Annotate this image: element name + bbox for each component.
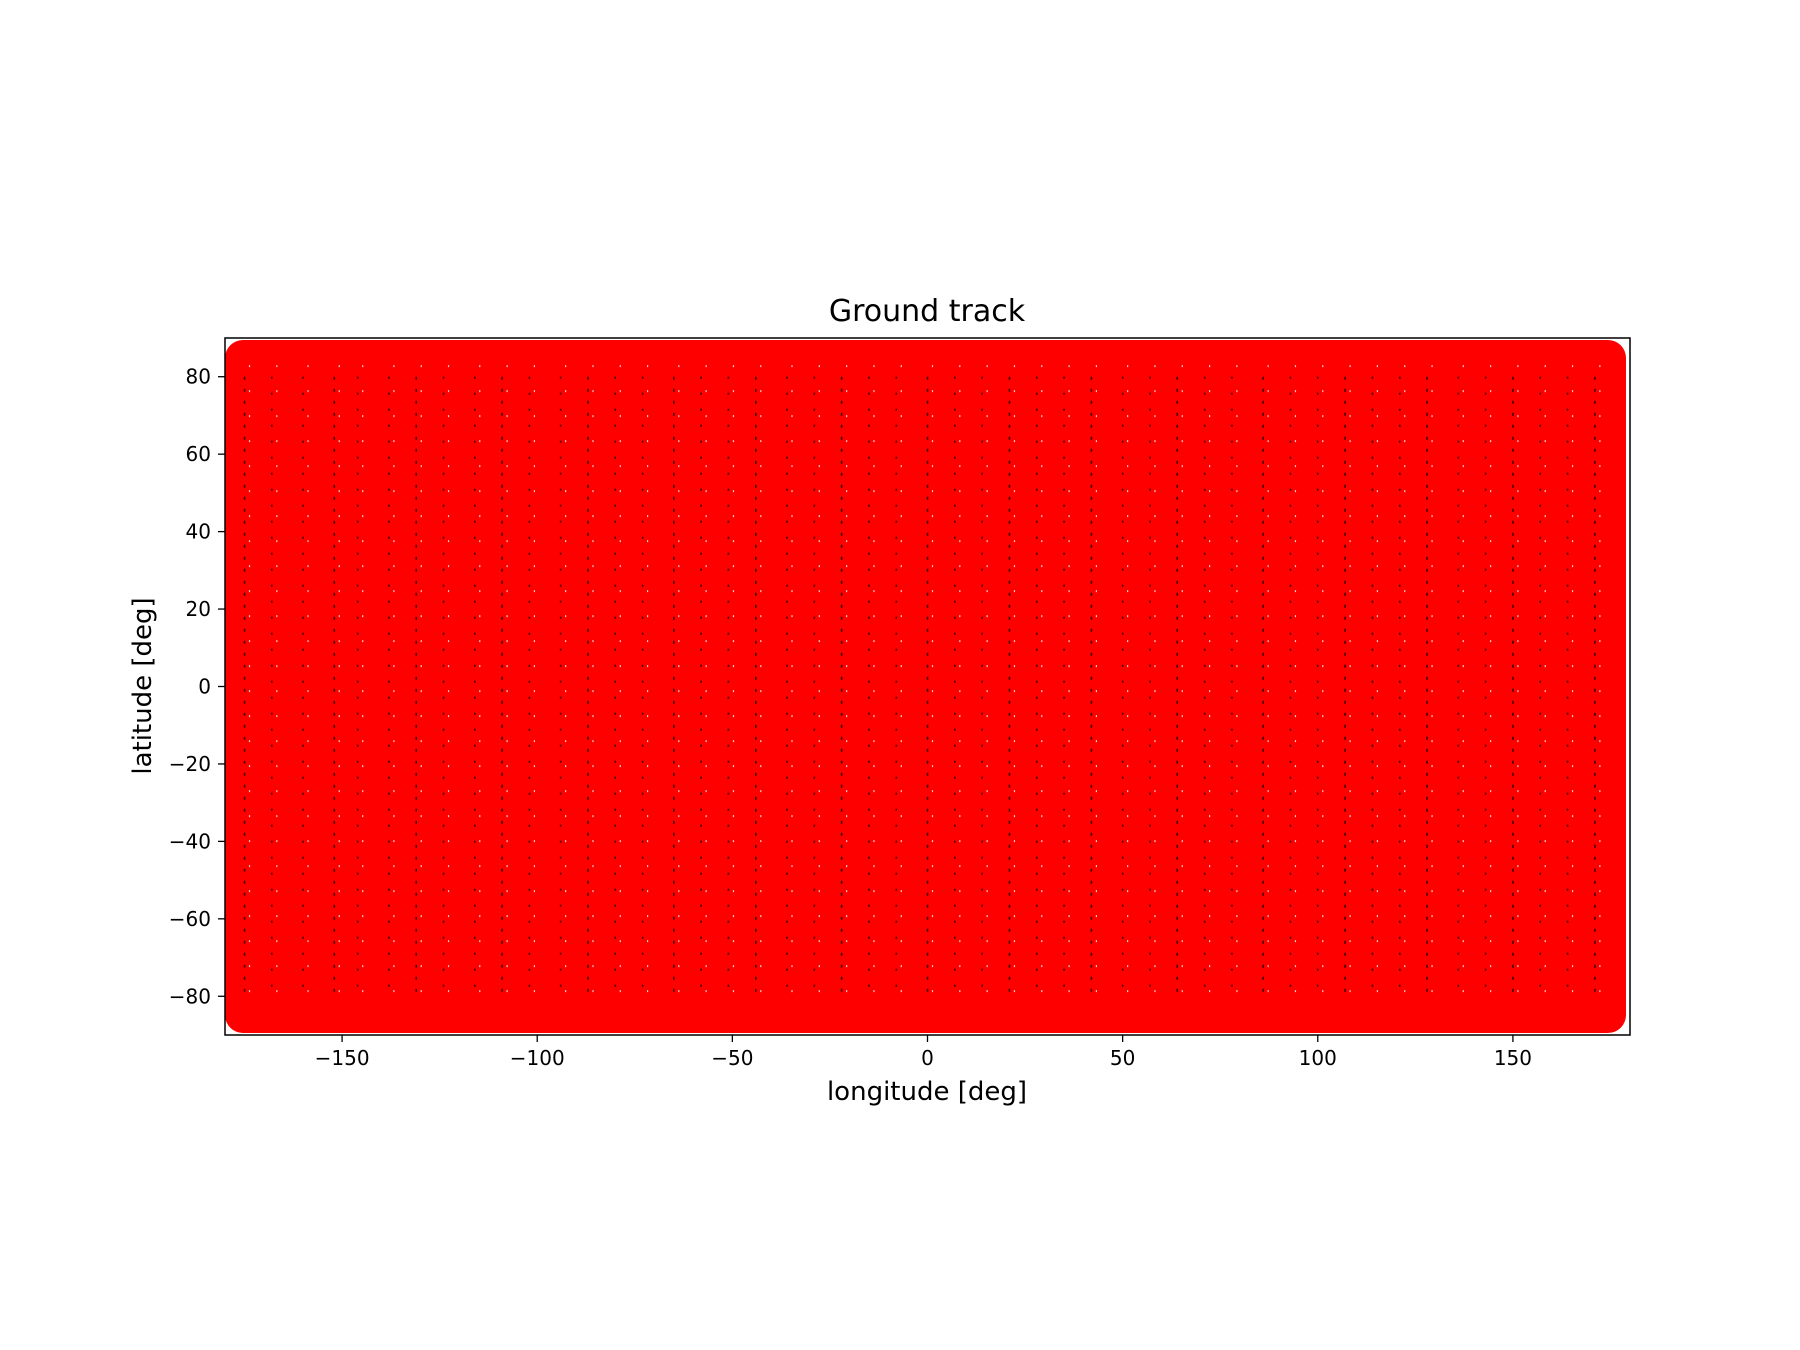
x-axis-label: longitude [deg] <box>827 1077 1027 1107</box>
y-tick-label: 20 <box>186 597 211 621</box>
x-tick-label: 100 <box>1299 1046 1337 1070</box>
x-tick-label: 0 <box>921 1046 934 1070</box>
y-axis-ticks: −80 −60 −40 −20 0 20 40 60 80 <box>169 365 225 1008</box>
track-gap-layer <box>243 365 1601 1008</box>
x-tick-label: 150 <box>1494 1046 1532 1070</box>
y-tick-label: 0 <box>198 675 211 699</box>
x-axis-ticks: −150 −100 −50 0 50 100 150 <box>315 1035 1532 1070</box>
ground-track-layer <box>225 340 1626 1033</box>
y-tick-label: −80 <box>169 984 211 1008</box>
y-tick-label: −60 <box>169 907 211 931</box>
y-tick-label: 80 <box>186 365 211 389</box>
chart-title: Ground track <box>829 294 1026 329</box>
y-tick-label: 60 <box>186 442 211 466</box>
x-tick-label: −150 <box>315 1046 370 1070</box>
x-tick-label: −50 <box>711 1046 753 1070</box>
y-tick-label: −40 <box>169 829 211 853</box>
y-tick-label: 40 <box>186 520 211 544</box>
ground-track-coverage <box>225 340 1626 1033</box>
x-tick-label: 50 <box>1110 1046 1135 1070</box>
x-tick-label: −100 <box>510 1046 565 1070</box>
plot-area <box>225 338 1630 1035</box>
y-tick-label: −20 <box>169 752 211 776</box>
y-axis-label: latitude [deg] <box>128 597 158 774</box>
